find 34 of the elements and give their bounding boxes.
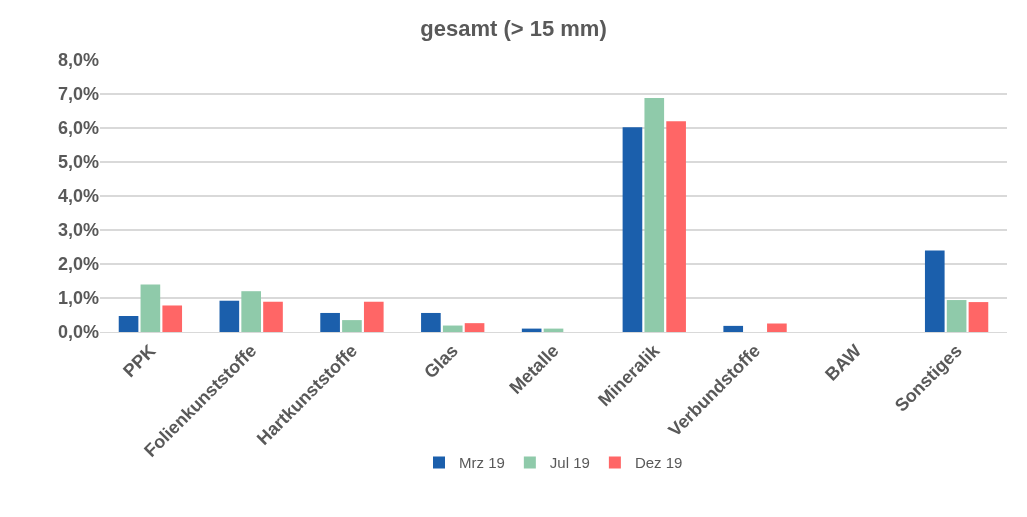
bar <box>968 302 989 332</box>
bar <box>140 284 161 332</box>
y-tick-label: 2,0% <box>57 254 99 275</box>
y-tick-label: 8,0% <box>57 50 99 71</box>
bar <box>666 121 686 332</box>
chart-title: gesamt (> 15 mm) <box>420 16 607 42</box>
y-tick-label: 5,0% <box>57 152 99 173</box>
bar <box>162 305 183 332</box>
legend-label: Dez 19 <box>634 454 683 472</box>
bar <box>644 98 665 332</box>
y-tick-label: 0,0% <box>57 322 99 343</box>
bar <box>320 312 340 332</box>
bar <box>767 323 787 332</box>
y-tick-label: 1,0% <box>57 288 99 309</box>
x-tick-label: Glas <box>420 340 462 383</box>
y-tick-label: 6,0% <box>57 118 99 139</box>
bar <box>421 312 441 332</box>
y-tick-label: 4,0% <box>57 186 99 207</box>
legend-label: Mrz 19 <box>459 454 505 472</box>
bar <box>118 316 139 332</box>
y-tick-label: 7,0% <box>57 84 99 105</box>
bar <box>723 325 744 332</box>
bar <box>946 300 967 332</box>
bar <box>342 320 362 332</box>
bar <box>924 250 945 332</box>
bar <box>622 127 643 332</box>
bar <box>241 291 261 332</box>
bar <box>263 301 283 332</box>
bar <box>219 300 240 332</box>
bar <box>363 301 384 332</box>
bar <box>442 325 463 332</box>
legend-label: Jul 19 <box>549 454 590 472</box>
y-tick-label: 3,0% <box>57 220 99 241</box>
bar <box>464 323 485 332</box>
